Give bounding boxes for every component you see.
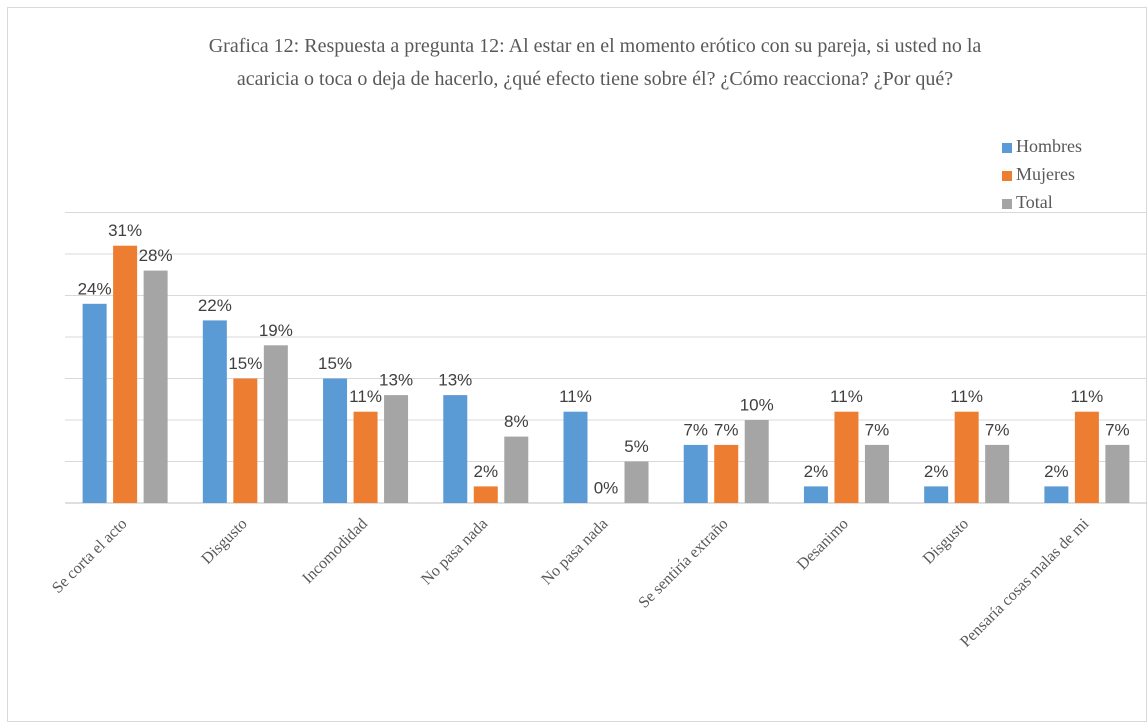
x-tick-label: Se sentiría extraño bbox=[635, 515, 731, 611]
x-tick-label: Disgusto bbox=[198, 515, 250, 567]
value-label: 31% bbox=[108, 221, 142, 240]
bar bbox=[233, 378, 258, 503]
x-tick-label: Disgusto bbox=[920, 515, 972, 567]
x-tick-label: Desanimo bbox=[794, 515, 852, 573]
bar bbox=[1074, 411, 1099, 503]
legend-label: Total bbox=[1016, 192, 1053, 212]
bar bbox=[954, 411, 979, 503]
bar bbox=[353, 411, 378, 503]
value-label: 7% bbox=[714, 420, 739, 439]
value-label: 11% bbox=[349, 387, 382, 406]
value-label: 2% bbox=[924, 462, 949, 481]
value-label: 2% bbox=[473, 462, 498, 481]
value-label: 5% bbox=[624, 437, 649, 456]
bar bbox=[624, 461, 649, 503]
legend-swatch bbox=[1002, 171, 1012, 181]
bar bbox=[683, 444, 708, 503]
value-label: 0% bbox=[594, 478, 619, 497]
value-label: 11% bbox=[1071, 387, 1104, 406]
bar bbox=[864, 444, 889, 503]
bar bbox=[143, 270, 168, 503]
x-tick-label: Incomodidad bbox=[299, 515, 371, 587]
x-tick-label: No pasa nada bbox=[538, 515, 611, 588]
legend-label: Mujeres bbox=[1016, 164, 1075, 184]
value-label: 2% bbox=[1044, 462, 1069, 481]
value-label: 11% bbox=[950, 387, 983, 406]
bar bbox=[924, 486, 949, 503]
bar bbox=[803, 486, 828, 503]
x-tick-label: No pasa nada bbox=[418, 515, 491, 588]
bar bbox=[384, 395, 409, 503]
value-label: 11% bbox=[830, 387, 863, 406]
bar bbox=[985, 444, 1010, 503]
value-label: 11% bbox=[559, 387, 592, 406]
chart-title: Grafica 12: Respuesta a pregunta 12: Al … bbox=[208, 35, 982, 90]
value-label: 13% bbox=[379, 371, 413, 390]
bar bbox=[834, 411, 859, 503]
value-label: 10% bbox=[740, 395, 774, 414]
value-label: 28% bbox=[139, 246, 173, 265]
legend-swatch bbox=[1002, 143, 1012, 153]
bar bbox=[202, 320, 227, 503]
bar bbox=[1044, 486, 1069, 503]
bar bbox=[113, 245, 138, 503]
value-label: 7% bbox=[1105, 420, 1130, 439]
x-tick-label: Pensaría cosas malas de mi bbox=[957, 515, 1093, 651]
value-label: 2% bbox=[804, 462, 829, 481]
bar bbox=[563, 411, 588, 503]
chart-frame bbox=[7, 7, 1147, 722]
value-label: 13% bbox=[438, 371, 472, 390]
value-label: 24% bbox=[78, 279, 112, 298]
value-label: 15% bbox=[318, 354, 352, 373]
x-tick-label: Se corta el acto bbox=[49, 515, 130, 596]
value-label: 8% bbox=[504, 412, 529, 431]
value-label: 7% bbox=[865, 420, 890, 439]
bar bbox=[473, 486, 498, 503]
bar bbox=[443, 395, 468, 503]
bar bbox=[323, 378, 348, 503]
bar bbox=[82, 303, 107, 503]
value-label: 15% bbox=[228, 354, 262, 373]
bar bbox=[1105, 444, 1130, 503]
bar bbox=[714, 444, 739, 503]
value-label: 7% bbox=[683, 420, 708, 439]
value-label: 7% bbox=[985, 420, 1010, 439]
bar bbox=[744, 420, 769, 503]
bar bbox=[263, 345, 288, 503]
value-label: 19% bbox=[259, 321, 293, 340]
legend-label: Hombres bbox=[1016, 136, 1082, 156]
bar bbox=[504, 436, 529, 503]
value-label: 22% bbox=[198, 296, 232, 315]
legend-swatch bbox=[1002, 199, 1012, 209]
